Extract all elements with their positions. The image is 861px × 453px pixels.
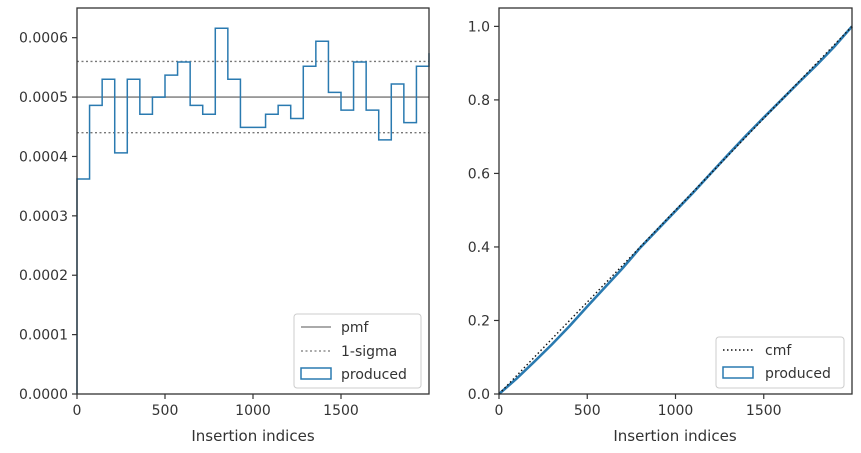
left-x-tick-label: 0 <box>73 403 82 419</box>
right-x-tick-label: 500 <box>574 403 601 419</box>
right-y-tick-label: 0.2 <box>468 313 490 329</box>
left-y-tick-label: 0.0002 <box>19 268 68 284</box>
legend-produced-label: produced <box>341 367 407 383</box>
right-legend: cmf produced <box>715 336 845 389</box>
produced-histogram-step <box>76 27 430 394</box>
legend-pmf-label: pmf <box>341 320 370 336</box>
right-y-tick-label: 0.4 <box>468 240 490 256</box>
right-x-tick-label: 0 <box>495 403 504 419</box>
left-legend: pmf 1-sigma produced <box>293 313 422 389</box>
legend-produced-label-right: produced <box>765 366 831 382</box>
left-y-tick-label: 0.0000 <box>19 387 68 403</box>
left-x-tick-label: 1500 <box>323 403 359 419</box>
left-y-tick-label: 0.0005 <box>19 90 68 106</box>
cmf-line <box>498 25 853 395</box>
right-x-tick-label: 1500 <box>746 403 782 419</box>
legend-produced-patch <box>300 367 332 380</box>
right-x-axis-label: Insertion indices <box>613 427 736 445</box>
right-y-tick-label: 0.6 <box>468 166 490 182</box>
right-y-tick-label: 0.0 <box>468 387 490 403</box>
left-y-tick-label: 0.0004 <box>19 149 68 165</box>
cmf-panel: 0 500 1000 1500 0.0 0.2 0.4 0.6 0.8 1.0 Insertion… <box>468 7 853 445</box>
pmf-histogram-panel: 0 500 1000 1500 0.0000 0.0001 0.0002 0.0003 0.00… <box>19 7 430 445</box>
left-y-tick-label: 0.0003 <box>19 209 68 225</box>
legend-1-sigma-label: 1-sigma <box>341 344 397 360</box>
left-x-axis-label: Insertion indices <box>191 427 314 445</box>
left-x-tick-label: 500 <box>152 403 179 419</box>
left-y-tick-label: 0.0006 <box>19 31 68 47</box>
left-legend-box <box>293 313 422 389</box>
legend-cmf-label: cmf <box>765 343 792 359</box>
right-y-tick-label: 0.8 <box>468 93 490 109</box>
right-plot-frame <box>498 7 853 395</box>
right-y-tick-label: 1.0 <box>468 19 490 35</box>
left-y-tick-label: 0.0001 <box>19 328 68 344</box>
left-x-tick-label: 1000 <box>235 403 271 419</box>
legend-produced-patch-right <box>722 366 754 379</box>
right-x-tick-label: 1000 <box>658 403 694 419</box>
